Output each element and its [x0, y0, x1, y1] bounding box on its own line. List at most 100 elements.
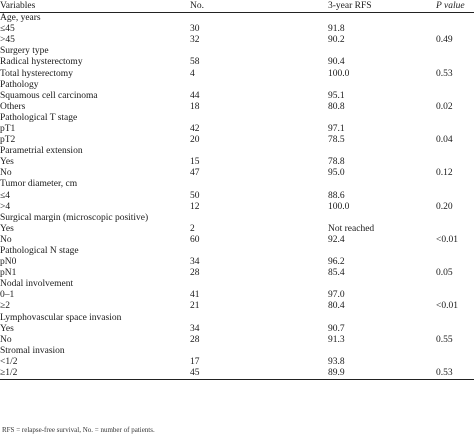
header-row: Variables No. 3-year RFS P value: [0, 0, 474, 13]
row-p-value: 0.12: [436, 168, 453, 179]
row-label: ≥1/2: [0, 368, 190, 381]
row-p-value: 0.04: [436, 135, 453, 146]
row-count: 58: [190, 57, 200, 68]
row-label: No: [0, 234, 12, 245]
row-count: 32: [190, 35, 200, 46]
row-count: 21: [190, 301, 200, 312]
row-count: 41: [190, 290, 200, 301]
header-variables: Variables: [0, 0, 190, 13]
row-label: No: [0, 334, 12, 345]
row-rfs: 91.3: [328, 334, 345, 345]
header-rfs: 3-year RFS: [328, 0, 436, 13]
row-label: >45: [0, 35, 15, 46]
row-p-value: [436, 224, 474, 235]
group-label: Surgery type: [0, 46, 49, 57]
group-header-row: Stromal invasion: [0, 346, 474, 357]
row-p-value: [436, 124, 474, 135]
group-label: Pathology: [0, 79, 39, 90]
row-label: Yes: [0, 223, 14, 234]
row-rfs: 97.1: [328, 123, 345, 134]
row-label: >4: [0, 201, 11, 212]
table-row: Total hysterectomy 4 100.0 0.53: [0, 68, 474, 79]
row-label: pN1: [0, 268, 17, 279]
group-header-row: Pathological T stage: [0, 113, 474, 124]
row-p-value: [436, 324, 474, 335]
row-rfs: 78.8: [328, 157, 345, 168]
row-label: pT2: [0, 135, 16, 146]
group-header-row: Surgical margin (microscopic positive): [0, 213, 474, 224]
group-header-row: Age, years: [0, 13, 474, 25]
row-count: 18: [190, 101, 200, 112]
row-label: pT1: [0, 123, 16, 134]
row-p-value: <0.01: [436, 301, 458, 312]
row-p-value: [436, 57, 474, 68]
row-count: 15: [190, 157, 200, 168]
row-rfs: 95.0: [328, 168, 345, 179]
row-count: 4: [190, 68, 195, 79]
row-rfs: 91.8: [328, 24, 345, 35]
row-p-value: 0.53: [436, 68, 453, 79]
table-footnote: RFS = relapse-free survival, No. = numbe…: [2, 426, 155, 434]
row-p-value: [436, 357, 474, 368]
row-count: 45: [190, 368, 328, 381]
header-no: No.: [190, 0, 328, 13]
row-count: 2: [190, 223, 195, 234]
table-row: Yes 34 90.7: [0, 324, 474, 335]
row-count: 34: [190, 257, 200, 268]
table-row: pT1 42 97.1: [0, 124, 474, 135]
table-row: No 47 95.0 0.12: [0, 168, 474, 179]
row-count: 28: [190, 268, 200, 279]
row-label: Squamous cell carcinoma: [0, 90, 98, 101]
row-p-value: [436, 290, 474, 301]
group-header-row: Tumor diameter, cm: [0, 179, 474, 190]
table-row: Radical hysterectomy 58 90.4: [0, 57, 474, 68]
table-row: ≤4 50 88.6: [0, 191, 474, 202]
row-count: 42: [190, 123, 200, 134]
header-p-value: P value: [436, 0, 474, 13]
row-p-value: [436, 257, 474, 268]
row-rfs: Not reached: [328, 223, 375, 234]
row-rfs: 93.8: [328, 356, 345, 367]
row-rfs: 100.0: [328, 201, 350, 212]
row-label: ≥2: [0, 301, 10, 312]
row-count: 44: [190, 90, 200, 101]
row-rfs: 95.1: [328, 90, 345, 101]
row-rfs: 90.7: [328, 323, 345, 334]
row-label: Yes: [0, 157, 14, 168]
table-row: Yes 2 Not reached: [0, 224, 474, 235]
table-row: 0–1 41 97.0: [0, 290, 474, 301]
table-row: Yes 15 78.8: [0, 157, 474, 168]
table-row: pN0 34 96.2: [0, 257, 474, 268]
row-p-value: 0.20: [436, 201, 453, 212]
row-rfs: 92.4: [328, 234, 345, 245]
row-p-value: [436, 24, 474, 35]
group-label: Age, years: [0, 13, 41, 24]
row-p-value: 0.55: [436, 334, 453, 345]
table-row: No 28 91.3 0.55: [0, 335, 474, 346]
table-body: Age, years ≤45 30 91.8 >45 32 90.2 0.49 Surgery …: [0, 13, 474, 381]
row-rfs: 90.4: [328, 57, 345, 68]
group-header-row: Surgery type: [0, 46, 474, 57]
row-rfs: 97.0: [328, 290, 345, 301]
row-count: 12: [190, 201, 200, 212]
group-header-row: Pathological N stage: [0, 246, 474, 257]
table-row: No 60 92.4 <0.01: [0, 235, 474, 246]
table-row: Squamous cell carcinoma 44 95.1: [0, 91, 474, 102]
row-label: 0–1: [0, 290, 15, 301]
row-p-value: 0.53: [436, 368, 474, 381]
row-count: 28: [190, 334, 200, 345]
group-label: Nodal involvement: [0, 279, 74, 290]
row-label: Total hysterectomy: [0, 68, 73, 79]
group-label: Tumor diameter, cm: [0, 179, 78, 190]
row-label: ≤4: [0, 190, 10, 201]
table-row: ≥1/2 45 89.9 0.53: [0, 368, 474, 381]
row-p-value: [436, 191, 474, 202]
row-p-value: [436, 91, 474, 102]
row-rfs: 80.4: [328, 301, 345, 312]
row-label: pN0: [0, 257, 17, 268]
group-header-row: Lymphovascular space invasion: [0, 313, 474, 324]
row-rfs: 100.0: [328, 68, 350, 79]
row-count: 17: [190, 356, 200, 367]
group-label: Parametrial extension: [0, 146, 83, 157]
group-label: Lymphovascular space invasion: [0, 312, 122, 323]
